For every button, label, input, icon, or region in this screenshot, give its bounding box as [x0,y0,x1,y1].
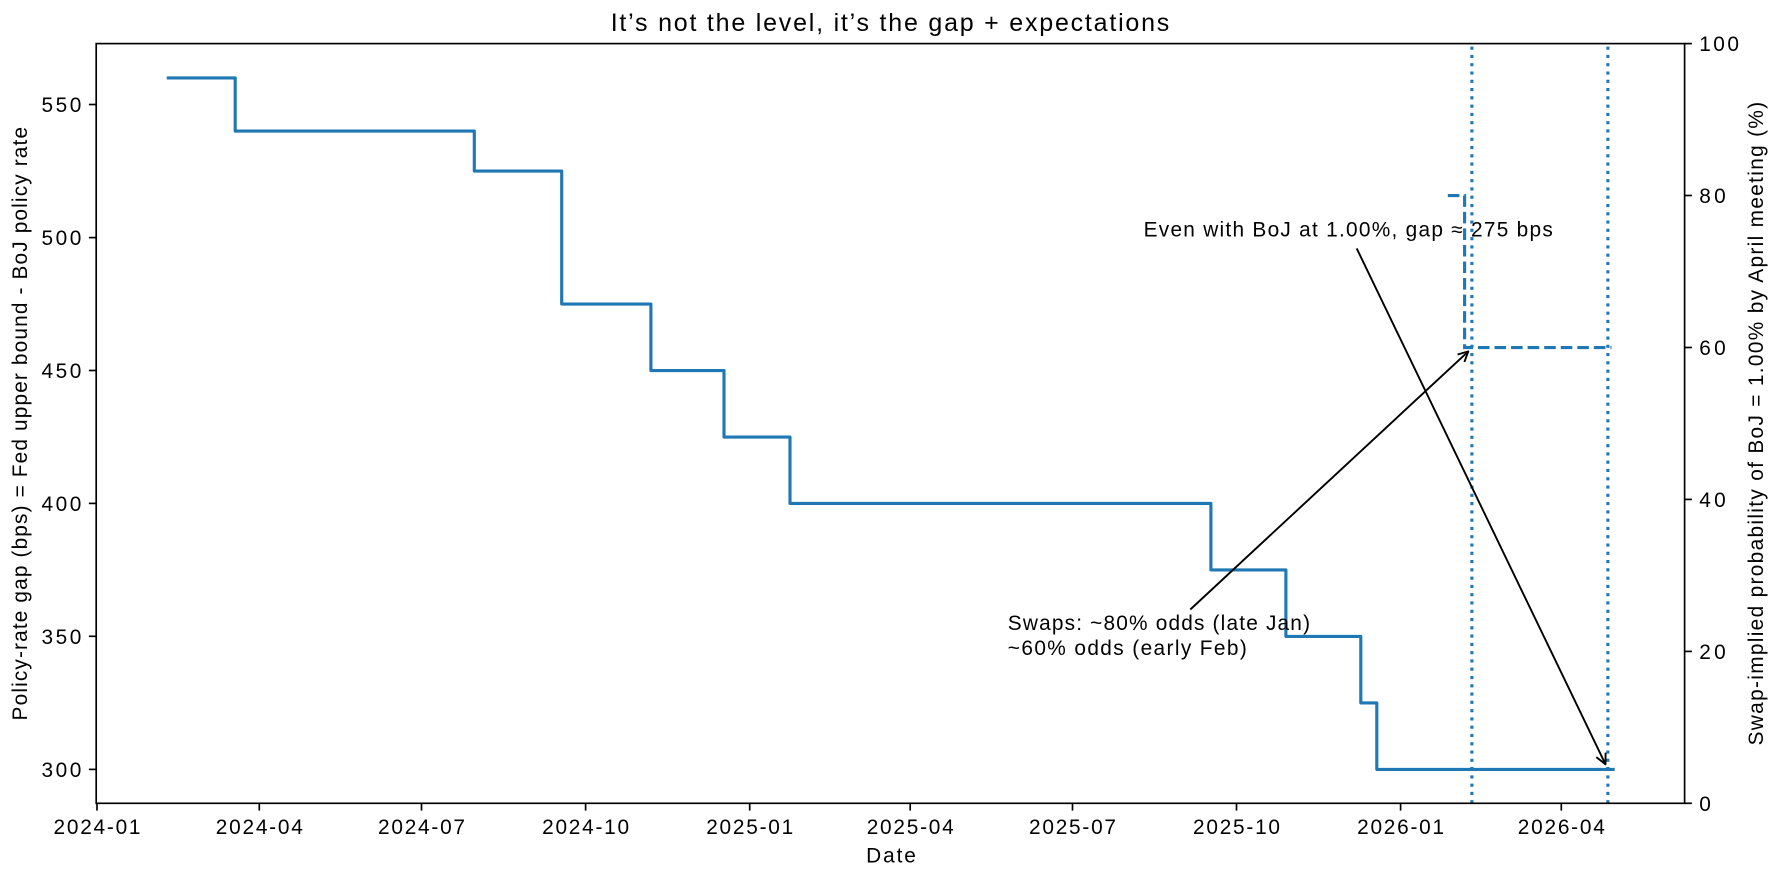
svg-text:2025-07: 2025-07 [1029,816,1116,839]
svg-text:Policy-rate gap (bps) = Fed up: Policy-rate gap (bps) = Fed upper bound … [9,127,32,721]
svg-text:400: 400 [42,493,82,516]
svg-text:2026-01: 2026-01 [1357,816,1444,839]
svg-text:Even with BoJ at 1.00%, gap ≈: Even with BoJ at 1.00%, gap ≈ 275 bps [1144,218,1553,241]
svg-text:2025-01: 2025-01 [706,816,793,839]
svg-text:Swap-implied probability of Bo: Swap-implied probability of BoJ = 1.00% … [1745,102,1768,746]
svg-text:2024-04: 2024-04 [216,816,303,839]
svg-text:Date: Date [866,844,916,867]
svg-text:2024-07: 2024-07 [378,816,465,839]
svg-text:Swaps: ~80% odds (late Jan): Swaps: ~80% odds (late Jan) [1008,612,1310,635]
svg-text:2025-10: 2025-10 [1193,816,1280,839]
svg-text:2024-01: 2024-01 [54,816,141,839]
svg-text:500: 500 [42,227,82,250]
svg-text:350: 350 [42,626,82,649]
svg-text:300: 300 [42,759,82,782]
svg-text:It’s not the level, it’s the g: It’s not the level, it’s the gap + expec… [611,9,1170,37]
svg-text:2025-04: 2025-04 [867,816,954,839]
svg-text:0: 0 [1699,793,1711,816]
svg-text:100: 100 [1699,33,1739,56]
svg-text:2026-04: 2026-04 [1518,816,1605,839]
svg-text:450: 450 [42,360,82,383]
svg-text:550: 550 [42,94,82,117]
svg-text:2024-10: 2024-10 [542,816,629,839]
svg-text:~60% odds (early Feb): ~60% odds (early Feb) [1008,637,1247,660]
